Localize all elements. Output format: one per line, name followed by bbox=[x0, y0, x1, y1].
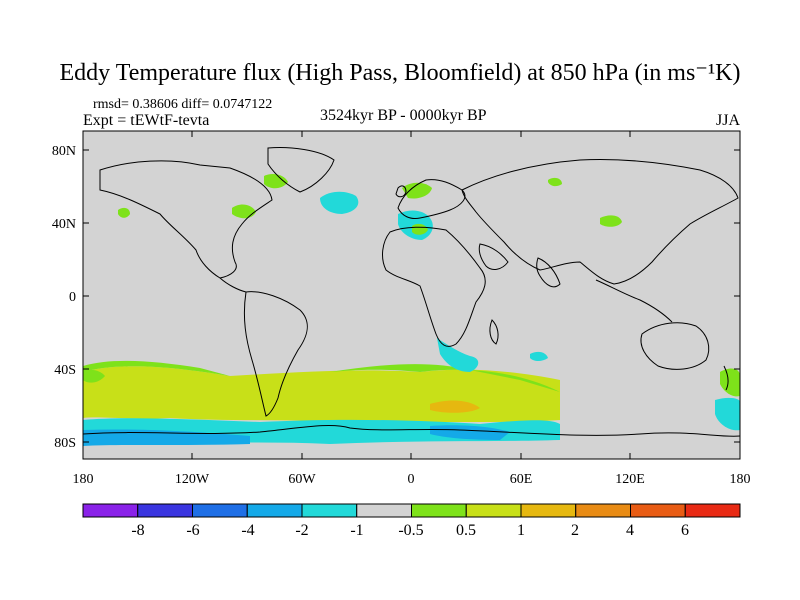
field-north-atlantic-cyan bbox=[320, 191, 359, 214]
colorbar-label: -6 bbox=[186, 522, 199, 539]
field-alaska-green bbox=[118, 207, 130, 218]
x-tick-label: 180 bbox=[730, 472, 751, 487]
field-scandinavia-green bbox=[402, 182, 432, 199]
colorbar-label: -4 bbox=[241, 522, 254, 539]
field-med-green bbox=[412, 223, 428, 235]
field-siberia-green bbox=[600, 215, 622, 227]
field-southern-ocean-orange bbox=[430, 400, 480, 413]
field-far-east-cyan bbox=[715, 397, 740, 431]
stats-label: rmsd= 0.38606 diff= 0.0747122 bbox=[93, 97, 273, 112]
season-label: JJA bbox=[716, 112, 741, 129]
colorbar-box bbox=[301, 503, 358, 518]
colorbar-box bbox=[630, 503, 686, 518]
y-tick-label: 40S bbox=[54, 363, 76, 378]
coast-madagascar bbox=[489, 319, 499, 345]
experiment-label: Expt = tEWtF-tevta bbox=[83, 112, 210, 129]
field-east-pacific-green bbox=[83, 369, 105, 383]
colorbar-boxes bbox=[82, 503, 741, 518]
field-hudson-green bbox=[232, 204, 256, 219]
field-arctic-green bbox=[548, 177, 562, 187]
x-tick-label: 120W bbox=[175, 472, 210, 487]
field-southern-ocean-yellow bbox=[83, 366, 560, 424]
colorbar-box bbox=[575, 503, 631, 518]
x-tick-label: 120E bbox=[615, 472, 645, 487]
chart-title: Eddy Temperature flux (High Pass, Bloomf… bbox=[59, 60, 741, 86]
map-panel: 180 120W 60W 0 60E 120E 180 80N 40N 0 40… bbox=[52, 130, 751, 487]
period-label: 3524kyr BP - 0000kyr BP bbox=[320, 107, 487, 124]
x-tick-label: 180 bbox=[73, 472, 94, 487]
colorbar-box bbox=[684, 503, 741, 518]
colorbar-box bbox=[137, 503, 193, 518]
colorbar-box bbox=[465, 503, 522, 518]
coastlines bbox=[83, 147, 740, 437]
colorbar-label: 0.5 bbox=[456, 522, 476, 539]
field-far-east-green bbox=[720, 368, 740, 397]
coast-africa bbox=[382, 226, 486, 347]
map-frame bbox=[82, 130, 741, 460]
y-tick-label: 80S bbox=[54, 436, 76, 451]
coast-antarctica bbox=[83, 424, 740, 437]
colorbar-label: 4 bbox=[626, 522, 634, 539]
axis-labels: 180 120W 60W 0 60E 120E 180 80N 40N 0 40… bbox=[52, 144, 751, 487]
colorbar-label: -2 bbox=[295, 522, 308, 539]
colorbar-label: 6 bbox=[681, 522, 689, 539]
y-tick-label: 80N bbox=[52, 144, 76, 159]
colorbar-box bbox=[82, 503, 139, 518]
colorbar-box bbox=[192, 503, 248, 518]
field-southern-ocean-green-2 bbox=[330, 364, 560, 392]
y-tick-label: 0 bbox=[69, 290, 76, 305]
field-indian-cyan bbox=[530, 351, 548, 361]
field-antarctic-blue-2 bbox=[430, 425, 510, 440]
anomaly-fields bbox=[83, 174, 740, 446]
colorbar-box bbox=[520, 503, 577, 518]
coast-europe bbox=[397, 179, 466, 219]
field-southern-ocean-green bbox=[83, 360, 230, 376]
colorbar-label: -0.5 bbox=[398, 522, 423, 539]
coast-arabia bbox=[478, 243, 509, 270]
colorbar-label: 2 bbox=[571, 522, 579, 539]
colorbar-label: -8 bbox=[131, 522, 144, 539]
coast-central-america bbox=[219, 277, 247, 293]
x-tick-label: 0 bbox=[408, 472, 415, 487]
colorbar-box bbox=[246, 503, 303, 518]
coast-greenland bbox=[267, 147, 335, 193]
colorbar: -8 -6 -4 -2 -1 -0.5 0.5 1 2 4 6 bbox=[82, 503, 741, 539]
coast-asia bbox=[461, 158, 739, 285]
coast-uk bbox=[395, 185, 407, 198]
field-greenland-green bbox=[264, 174, 288, 189]
coast-india bbox=[536, 257, 561, 288]
coast-new-zealand bbox=[723, 365, 729, 391]
colorbar-box bbox=[356, 503, 412, 518]
colorbar-labels: -8 -6 -4 -2 -1 -0.5 0.5 1 2 4 6 bbox=[131, 522, 689, 539]
coast-southeast-asia bbox=[595, 279, 673, 323]
x-tick-label: 60W bbox=[288, 472, 316, 487]
coast-north-america bbox=[99, 160, 273, 279]
colorbar-label: 1 bbox=[517, 522, 525, 539]
y-tick-label: 40N bbox=[52, 217, 76, 232]
coast-australia bbox=[640, 322, 710, 370]
colorbar-box bbox=[411, 503, 467, 518]
colorbar-label: -1 bbox=[350, 522, 363, 539]
x-tick-label: 60E bbox=[510, 472, 533, 487]
coast-south-america bbox=[243, 291, 308, 417]
